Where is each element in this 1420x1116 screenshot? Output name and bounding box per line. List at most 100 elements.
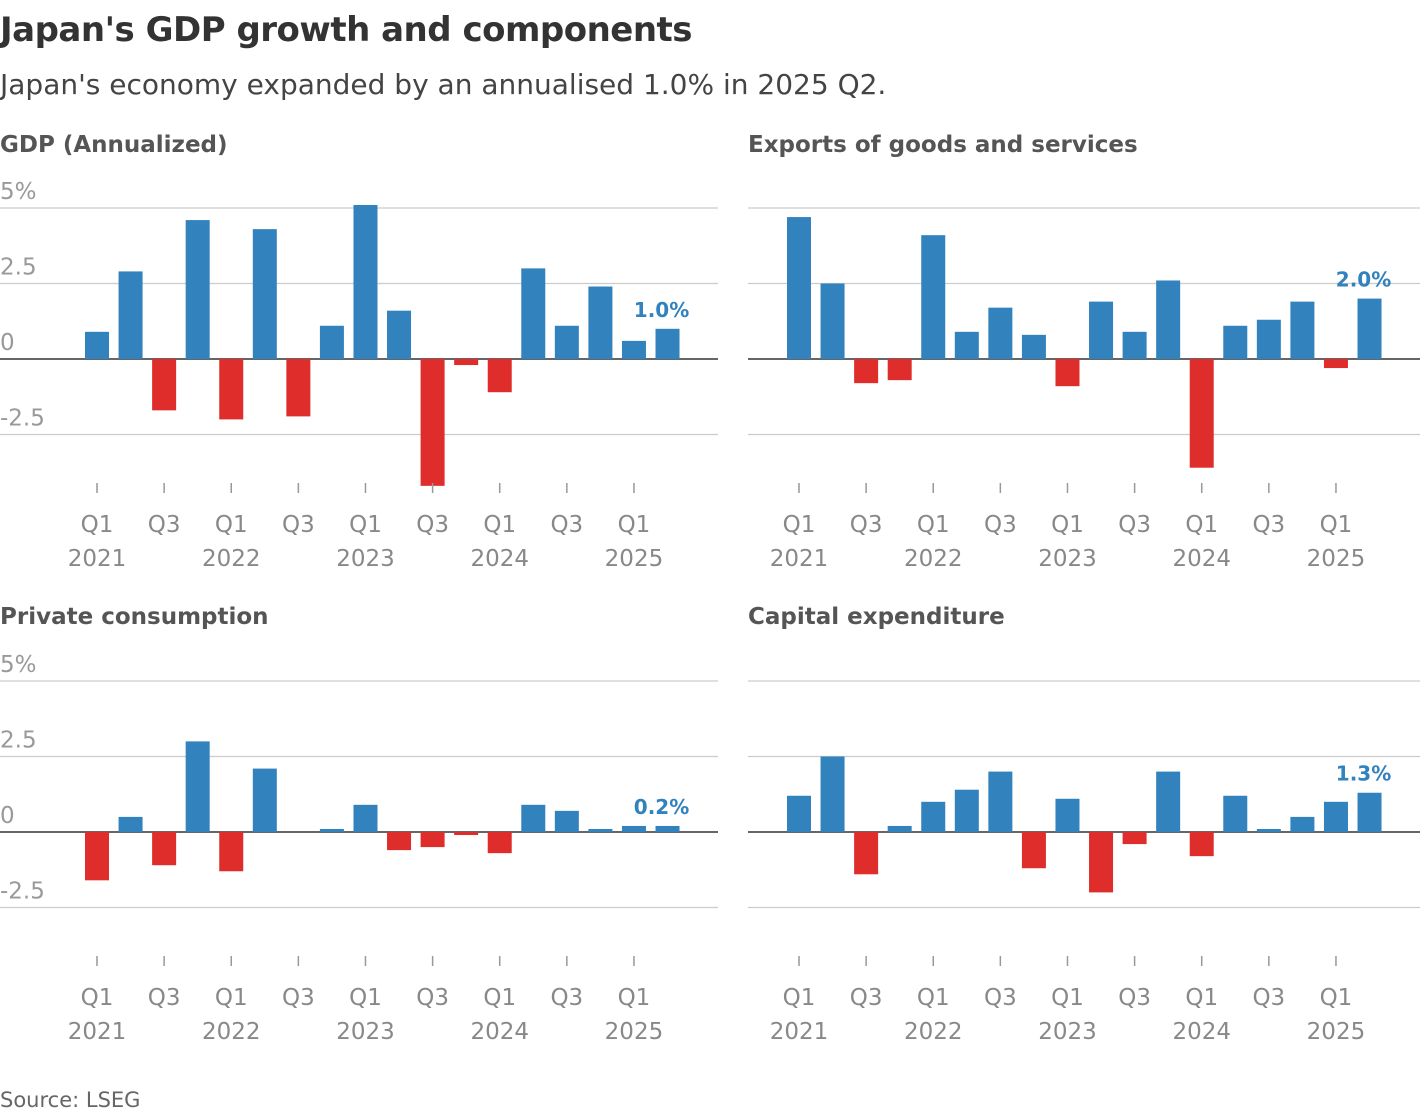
panel-title-gdp: GDP (Annualized)	[0, 132, 228, 158]
bar	[454, 359, 479, 366]
source-note: Source: LSEG	[0, 1088, 141, 1112]
x-tick-label: Q1	[917, 985, 950, 1011]
bar	[454, 832, 479, 836]
bar	[1189, 832, 1214, 857]
bar	[787, 795, 811, 832]
last-value-annotation: 1.3%	[1336, 762, 1391, 786]
bar	[387, 310, 412, 359]
x-tick-label: Q3	[550, 985, 583, 1011]
bar	[988, 771, 1013, 832]
x-year-label: 2022	[904, 546, 963, 572]
bar	[988, 307, 1013, 359]
x-year-label: 2021	[770, 1019, 829, 1045]
x-year-label: 2021	[770, 546, 829, 572]
chart-title: Japan's GDP growth and components	[0, 10, 693, 50]
panel-title-consumption: Private consumption	[0, 604, 269, 630]
x-year-label: 2023	[336, 546, 395, 572]
bar	[954, 331, 979, 359]
bar	[921, 235, 946, 359]
bar	[521, 804, 546, 832]
x-tick-label: Q3	[282, 985, 315, 1011]
x-tick-label: Q3	[550, 512, 583, 538]
x-year-label: 2024	[1172, 1019, 1231, 1045]
y-tick-label: 2.5	[0, 728, 37, 754]
x-tick-label: Q1	[917, 512, 950, 538]
chart-subtitle: Japan's economy expanded by an annualise…	[0, 68, 887, 101]
bar	[118, 271, 143, 359]
x-year-label: 2025	[605, 546, 664, 572]
y-tick-label: 5%	[0, 179, 37, 205]
x-tick-label: Q1	[1051, 985, 1084, 1011]
bar	[554, 810, 579, 832]
bar	[1122, 331, 1147, 359]
y-tick-label: 2.5	[0, 255, 37, 281]
bar	[954, 789, 979, 832]
x-year-label: 2021	[68, 1019, 127, 1045]
y-tick-label: -2.5	[0, 879, 45, 905]
bar	[152, 359, 177, 411]
x-tick-label: Q3	[1252, 985, 1285, 1011]
x-year-label: 2024	[470, 1019, 529, 1045]
x-tick-label: Q1	[618, 985, 651, 1011]
bar	[319, 828, 344, 832]
x-tick-label: Q1	[783, 512, 816, 538]
bar	[252, 229, 277, 359]
bar	[1189, 359, 1214, 468]
bar	[1323, 359, 1348, 369]
x-tick-label: Q3	[282, 512, 315, 538]
last-value-annotation: 0.2%	[634, 795, 689, 819]
x-tick-label: Q3	[416, 985, 449, 1011]
bar	[85, 832, 109, 881]
x-tick-label: Q3	[850, 985, 883, 1011]
x-tick-label: Q3	[416, 512, 449, 538]
x-year-label: 2025	[1307, 546, 1366, 572]
bar	[1021, 832, 1046, 869]
y-tick-label: 0	[0, 803, 15, 829]
x-year-label: 2024	[470, 546, 529, 572]
bar	[521, 268, 546, 359]
x-tick-label: Q1	[1185, 985, 1218, 1011]
x-year-label: 2025	[1307, 1019, 1366, 1045]
bar	[185, 741, 210, 832]
bar	[487, 832, 512, 854]
bar	[887, 359, 912, 381]
x-year-label: 2022	[202, 546, 261, 572]
x-year-label: 2025	[605, 1019, 664, 1045]
bar	[353, 804, 378, 832]
x-tick-label: Q1	[1185, 512, 1218, 538]
bar	[887, 825, 912, 832]
y-tick-label: 5%	[0, 652, 37, 678]
bar	[286, 359, 311, 417]
x-tick-label: Q3	[1118, 512, 1151, 538]
x-tick-label: Q1	[215, 985, 248, 1011]
bar	[655, 328, 680, 359]
bar	[118, 816, 143, 832]
bar	[1223, 795, 1248, 832]
x-tick-label: Q1	[349, 512, 382, 538]
x-tick-label: Q1	[483, 512, 516, 538]
x-tick-label: Q1	[483, 985, 516, 1011]
bar	[554, 325, 579, 359]
bar	[621, 825, 646, 832]
x-year-label: 2024	[1172, 546, 1231, 572]
bar	[1357, 298, 1382, 359]
x-year-label: 2022	[202, 1019, 261, 1045]
bar	[1055, 359, 1080, 387]
x-tick-label: Q1	[1051, 512, 1084, 538]
x-tick-label: Q1	[1320, 985, 1353, 1011]
bar	[1223, 325, 1248, 359]
bar	[1357, 792, 1382, 832]
bar	[820, 756, 845, 832]
bar	[1089, 301, 1114, 359]
bar	[185, 220, 210, 359]
x-tick-label: Q3	[1252, 512, 1285, 538]
x-year-label: 2023	[1038, 546, 1097, 572]
bar	[1156, 771, 1181, 832]
bar	[420, 832, 445, 848]
bar	[655, 825, 680, 832]
x-year-label: 2023	[1038, 1019, 1097, 1045]
bar	[319, 325, 344, 359]
x-tick-label: Q3	[1118, 985, 1151, 1011]
bar	[1290, 301, 1315, 359]
